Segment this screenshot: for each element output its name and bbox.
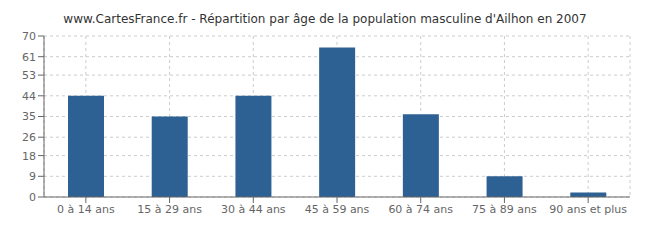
svg-text:15 à 29 ans: 15 à 29 ans	[137, 203, 202, 216]
svg-text:9: 9	[29, 170, 36, 183]
svg-text:90 ans et plus: 90 ans et plus	[549, 203, 627, 216]
svg-text:61: 61	[22, 51, 36, 64]
svg-text:35: 35	[22, 110, 36, 123]
svg-text:26: 26	[22, 131, 36, 144]
svg-text:44: 44	[22, 90, 36, 103]
svg-text:70: 70	[22, 30, 36, 43]
svg-text:0 à 14 ans: 0 à 14 ans	[57, 203, 115, 216]
svg-text:53: 53	[22, 69, 36, 82]
svg-text:18: 18	[22, 150, 36, 163]
svg-text:75 à 89 ans: 75 à 89 ans	[472, 203, 537, 216]
svg-text:0: 0	[29, 191, 36, 204]
svg-text:45 à 59 ans: 45 à 59 ans	[305, 203, 370, 216]
svg-text:60 à 74 ans: 60 à 74 ans	[388, 203, 453, 216]
html-text:www.CartesFrance.fr - Répartit: www.CartesFrance.fr - Répartition par âg…	[63, 12, 587, 26]
svg-text:30 à 44 ans: 30 à 44 ans	[221, 203, 286, 216]
